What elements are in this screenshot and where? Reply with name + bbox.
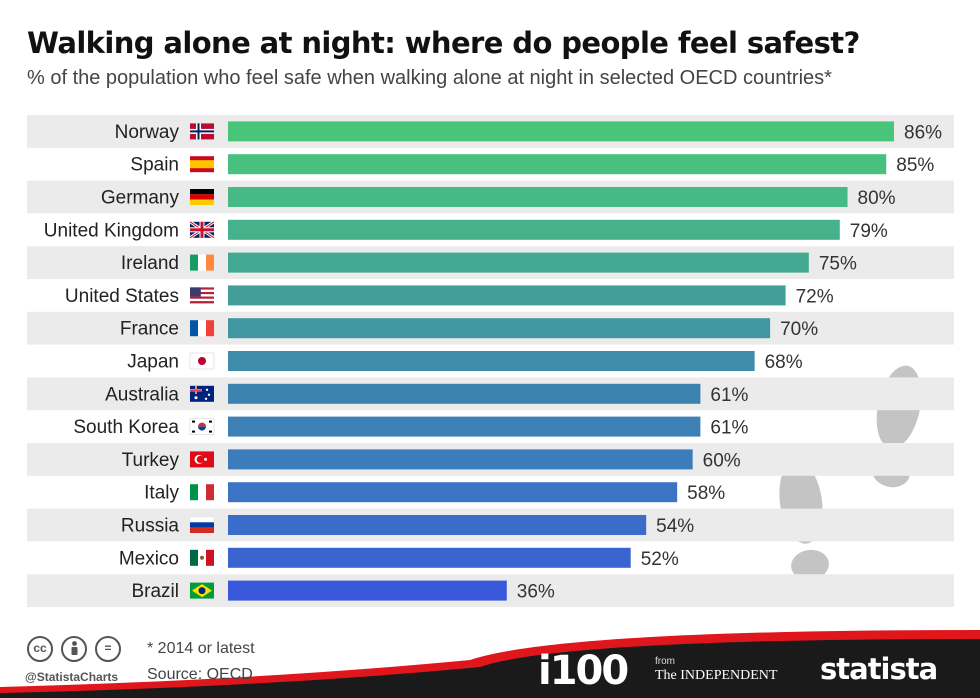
bar — [228, 219, 840, 240]
statista-logo: statista — [820, 652, 938, 686]
category-label: Brazil — [131, 581, 179, 602]
bar — [228, 252, 809, 273]
value-label: 60% — [703, 450, 741, 471]
value-label: 85% — [896, 155, 934, 176]
australia-flag-icon — [190, 385, 214, 402]
value-label: 58% — [687, 483, 725, 504]
germany-flag-icon — [190, 189, 214, 205]
value-label: 54% — [656, 516, 694, 537]
category-label: Russia — [121, 516, 180, 537]
mexico-flag-icon — [190, 549, 214, 566]
category-label: United States — [65, 286, 179, 307]
category-label: Mexico — [119, 548, 179, 569]
value-label: 61% — [710, 385, 748, 406]
japan-flag-icon — [189, 352, 215, 370]
value-label: 61% — [710, 418, 748, 439]
bar — [228, 547, 631, 568]
italy-flag-icon — [190, 484, 214, 501]
value-label: 80% — [858, 188, 896, 209]
category-label: South Korea — [73, 417, 179, 438]
footer-bar — [0, 630, 980, 698]
chart-subtitle: % of the population who feel safe when w… — [27, 67, 832, 89]
value-label: 52% — [641, 549, 679, 570]
bar — [228, 580, 507, 601]
value-label: 68% — [765, 352, 803, 373]
value-label: 70% — [780, 319, 818, 340]
turkey-flag-icon — [190, 451, 214, 468]
category-label: Germany — [101, 188, 180, 209]
bar — [228, 515, 647, 535]
category-label: Norway — [115, 122, 180, 143]
bar — [228, 121, 894, 142]
value-label: 75% — [819, 254, 857, 275]
twitter-handle: @StatistaCharts — [25, 670, 119, 684]
category-label: Spain — [130, 155, 179, 176]
brazil-flag-icon — [190, 582, 214, 599]
bar — [228, 351, 755, 371]
chart-title: Walking alone at night: where do people … — [27, 26, 860, 60]
footnote: * 2014 or latest — [147, 640, 255, 657]
bar — [228, 285, 786, 306]
bar — [228, 416, 701, 437]
bar-chart: Norway 86% Spain 85% Germany 80% United Kingdo… — [27, 115, 954, 607]
bar — [228, 187, 848, 207]
norway-flag-icon — [190, 123, 214, 140]
value-label: 79% — [850, 221, 888, 242]
spain-flag-icon — [190, 156, 214, 173]
russia-flag-icon — [189, 516, 215, 533]
category-label: United Kingdom — [44, 220, 179, 241]
category-label: France — [120, 319, 179, 340]
by-icon — [61, 636, 87, 662]
france-flag-icon — [190, 320, 214, 337]
south-korea-flag-icon — [189, 418, 215, 435]
category-label: Japan — [127, 352, 179, 373]
united-states-flag-icon — [190, 287, 214, 304]
value-label: 72% — [796, 286, 834, 307]
value-label: 36% — [517, 582, 555, 603]
bar — [228, 154, 887, 175]
category-label: Ireland — [121, 253, 179, 274]
source-label: Source: OECD — [147, 666, 253, 683]
bar — [228, 449, 693, 470]
category-label: Australia — [105, 384, 179, 405]
bar — [228, 482, 678, 503]
category-label: Turkey — [122, 450, 180, 471]
from-label: from — [655, 656, 675, 667]
ireland-flag-icon — [190, 254, 214, 271]
bar — [228, 383, 701, 404]
cc-icon: cc — [27, 636, 53, 662]
bar — [228, 318, 771, 339]
united-kingdom-flag-icon — [189, 220, 215, 240]
category-label: Italy — [144, 483, 179, 504]
i100-logo: i100 — [538, 648, 629, 694]
independent-logo: The INDEPENDENT — [655, 668, 778, 683]
value-label: 86% — [904, 122, 942, 143]
nd-icon: = — [95, 636, 121, 662]
footer-dark-panel — [0, 639, 980, 698]
